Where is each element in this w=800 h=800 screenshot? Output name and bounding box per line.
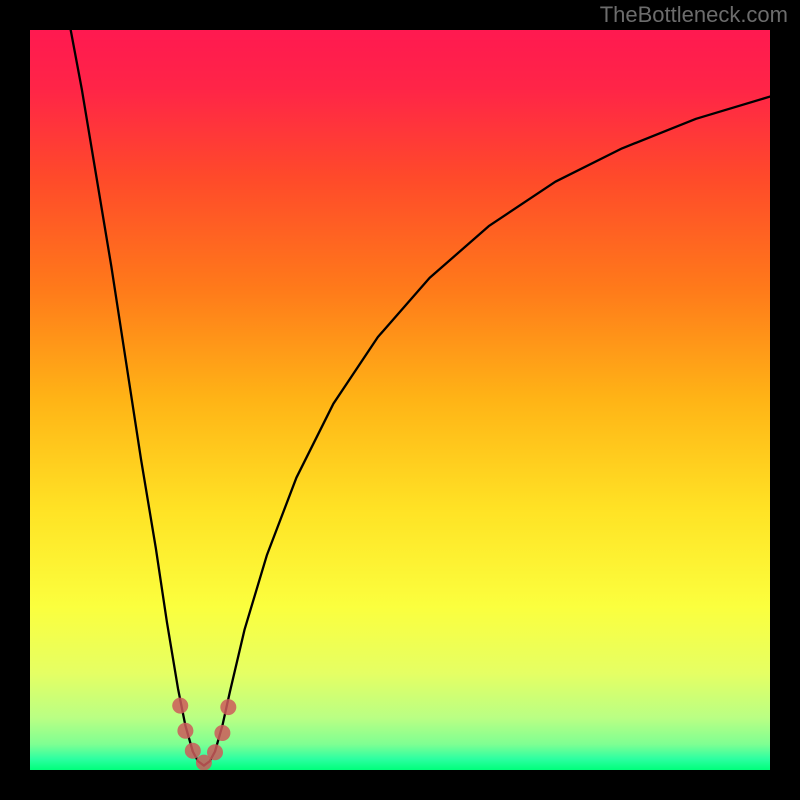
marker-point: [220, 699, 236, 715]
marker-point: [172, 698, 188, 714]
bottleneck-chart: [30, 30, 770, 770]
marker-point: [214, 725, 230, 741]
marker-point: [185, 743, 201, 759]
chart-frame: TheBottleneck.com: [0, 0, 800, 800]
marker-point: [177, 723, 193, 739]
watermark-text: TheBottleneck.com: [600, 2, 788, 28]
gradient-background: [30, 30, 770, 770]
plot-area: [30, 30, 770, 770]
marker-point: [207, 744, 223, 760]
